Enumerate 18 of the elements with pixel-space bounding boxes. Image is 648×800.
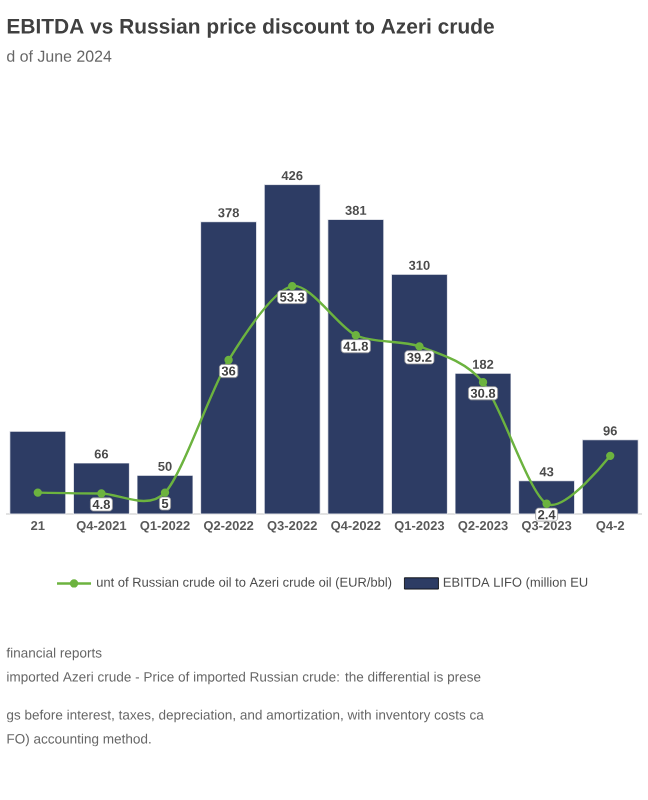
point — [224, 355, 233, 365]
bar — [200, 221, 257, 515]
point — [351, 331, 360, 340]
point — [288, 281, 297, 291]
bar — [9, 430, 67, 515]
bar — [454, 372, 512, 515]
bar — [391, 273, 448, 515]
point — [33, 488, 42, 497]
chart-title: EBITDA vs Russian price discount to Azeri crude — [7, 18, 494, 38]
bar — [581, 439, 639, 515]
bar — [327, 218, 385, 515]
point — [97, 489, 106, 498]
point — [606, 451, 615, 461]
point — [415, 342, 424, 351]
point — [542, 499, 551, 508]
point — [478, 378, 488, 387]
point — [160, 488, 170, 497]
bar — [263, 184, 321, 515]
